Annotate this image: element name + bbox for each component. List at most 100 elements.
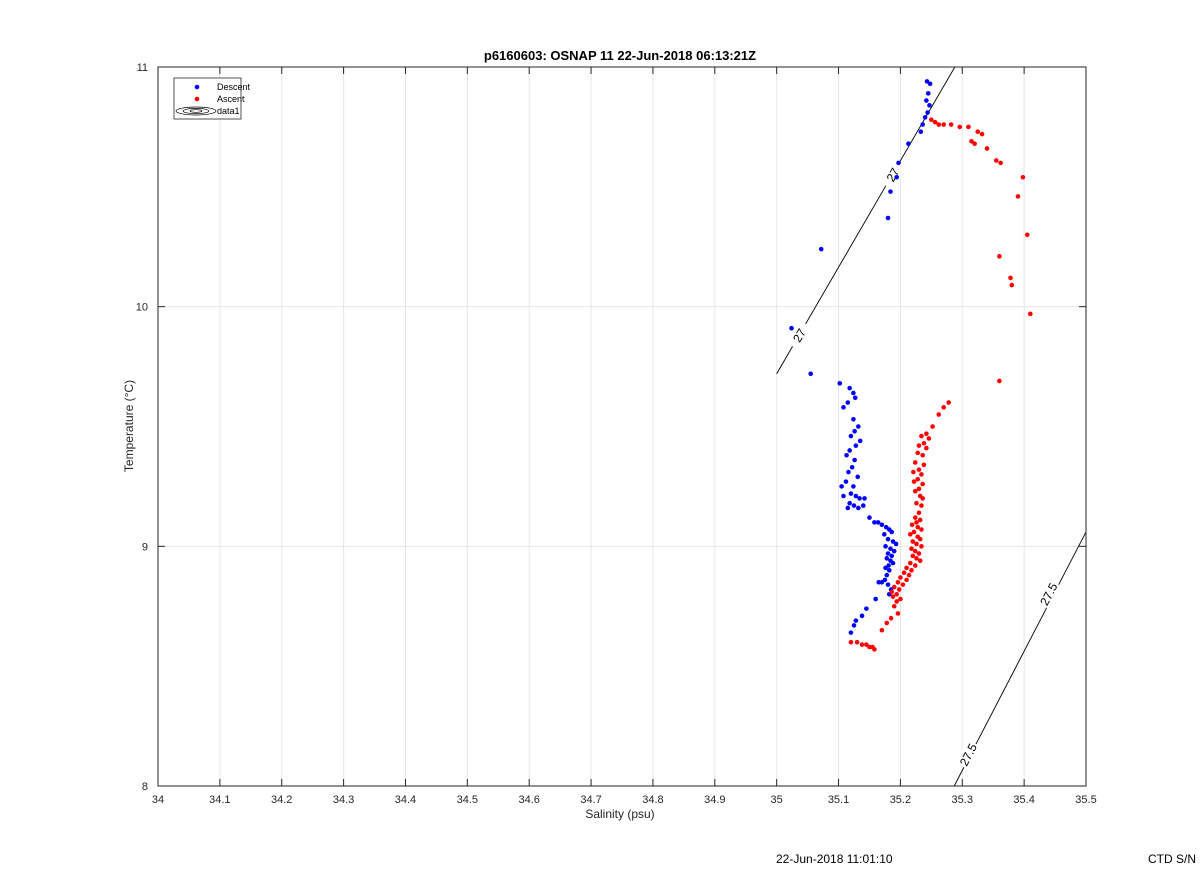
descent-point xyxy=(925,110,930,115)
ascent-point xyxy=(898,596,903,602)
ascent-point xyxy=(896,587,902,592)
descent-point xyxy=(889,529,895,535)
descent-point xyxy=(856,424,861,429)
ascent-point xyxy=(916,510,922,516)
data-points xyxy=(789,79,1033,652)
x-tick-label: 34.9 xyxy=(704,794,725,806)
isopycnal-label: 27 xyxy=(884,165,903,184)
x-tick-label: 35.3 xyxy=(952,794,973,806)
descent-point xyxy=(862,496,867,501)
ascent-point xyxy=(912,548,918,554)
ascent-point xyxy=(919,527,924,532)
ascent-point xyxy=(904,565,909,571)
isopycnal-label-background xyxy=(879,159,907,191)
ascent-point xyxy=(854,639,860,645)
ascent-point xyxy=(919,472,924,477)
ascent-point xyxy=(912,563,918,568)
ascent-point xyxy=(916,467,922,472)
descent-point xyxy=(844,452,849,458)
ascent-point xyxy=(859,642,865,647)
ascent-point xyxy=(912,460,918,465)
descent-point xyxy=(849,464,855,470)
ascent-point xyxy=(979,131,985,137)
ascent-point xyxy=(1008,275,1013,281)
isopycnal-label-background xyxy=(955,739,982,771)
ascent-point xyxy=(1009,282,1015,288)
ascent-point xyxy=(993,158,999,163)
ascent-point xyxy=(920,496,925,501)
ascent-point xyxy=(966,124,971,130)
descent-point xyxy=(852,395,858,401)
descent-point xyxy=(890,560,896,566)
ascent-point xyxy=(1020,174,1026,180)
descent-point xyxy=(853,443,859,448)
ascent-point xyxy=(917,517,923,523)
y-tick-label: 10 xyxy=(136,302,148,314)
descent-point xyxy=(847,500,852,506)
descent-point xyxy=(889,553,895,559)
descent-point xyxy=(845,505,851,511)
ascent-point xyxy=(936,412,942,417)
ascent-point xyxy=(919,544,924,549)
x-tick-label: 34.7 xyxy=(580,794,601,806)
ascent-point xyxy=(916,443,922,448)
descent-point xyxy=(893,541,899,547)
descent-point xyxy=(856,505,861,511)
descent-point xyxy=(886,563,891,568)
descent-point xyxy=(888,546,893,552)
ascent-point xyxy=(921,462,927,468)
ascent-point xyxy=(901,570,907,575)
descent-point xyxy=(920,122,925,127)
ascent-point xyxy=(895,611,901,616)
ascent-point xyxy=(864,642,869,647)
x-tick-label: 35 xyxy=(771,794,783,806)
ascent-point xyxy=(972,141,977,146)
descent-point xyxy=(922,115,928,120)
descent-point xyxy=(885,536,891,542)
y-tick-label: 11 xyxy=(137,62,148,74)
ascent-point xyxy=(915,450,921,456)
descent-point xyxy=(890,539,896,544)
descent-point xyxy=(883,565,888,571)
x-tick-label: 34.2 xyxy=(271,794,292,806)
ascent-point xyxy=(895,579,901,585)
ascent-point xyxy=(914,541,919,547)
x-tick-label: 34.6 xyxy=(518,794,539,806)
x-tick-label: 34.3 xyxy=(333,794,354,806)
descent-point xyxy=(888,189,893,194)
descent-point xyxy=(852,457,857,463)
ascent-point xyxy=(929,117,934,123)
ascent-point xyxy=(936,122,942,127)
ascent-point xyxy=(879,627,885,633)
descent-point xyxy=(872,520,877,525)
ascent-point xyxy=(924,445,929,451)
ascent-point xyxy=(909,568,914,573)
y-tick-label: 8 xyxy=(142,781,148,793)
descent-point xyxy=(860,503,866,508)
descent-point xyxy=(841,405,846,410)
descent-point xyxy=(847,385,852,391)
ascent-point xyxy=(916,551,922,556)
descent-point xyxy=(883,524,889,530)
descent-point xyxy=(864,606,869,611)
ascent-point xyxy=(910,553,916,559)
ascent-point xyxy=(914,556,919,561)
ascent-point xyxy=(997,254,1002,259)
plot-frame xyxy=(157,66,1087,787)
descent-point xyxy=(853,618,859,623)
chart-title: p6160603: OSNAP 11 22-Jun-2018 06:13:21Z xyxy=(484,48,756,63)
ascent-point xyxy=(919,433,924,439)
descent-point xyxy=(879,522,885,528)
ascent-point xyxy=(915,476,921,482)
ascent-point xyxy=(904,577,909,583)
descent-point xyxy=(884,556,890,561)
ascent-point xyxy=(920,481,925,487)
descent-point xyxy=(885,215,891,221)
ascent-point xyxy=(1028,311,1033,317)
descent-point xyxy=(841,493,846,499)
isopycnal-line xyxy=(953,531,1087,787)
descent-point xyxy=(876,579,882,585)
descent-point xyxy=(843,479,849,484)
ascent-point xyxy=(915,524,921,530)
descent-point xyxy=(918,129,924,135)
